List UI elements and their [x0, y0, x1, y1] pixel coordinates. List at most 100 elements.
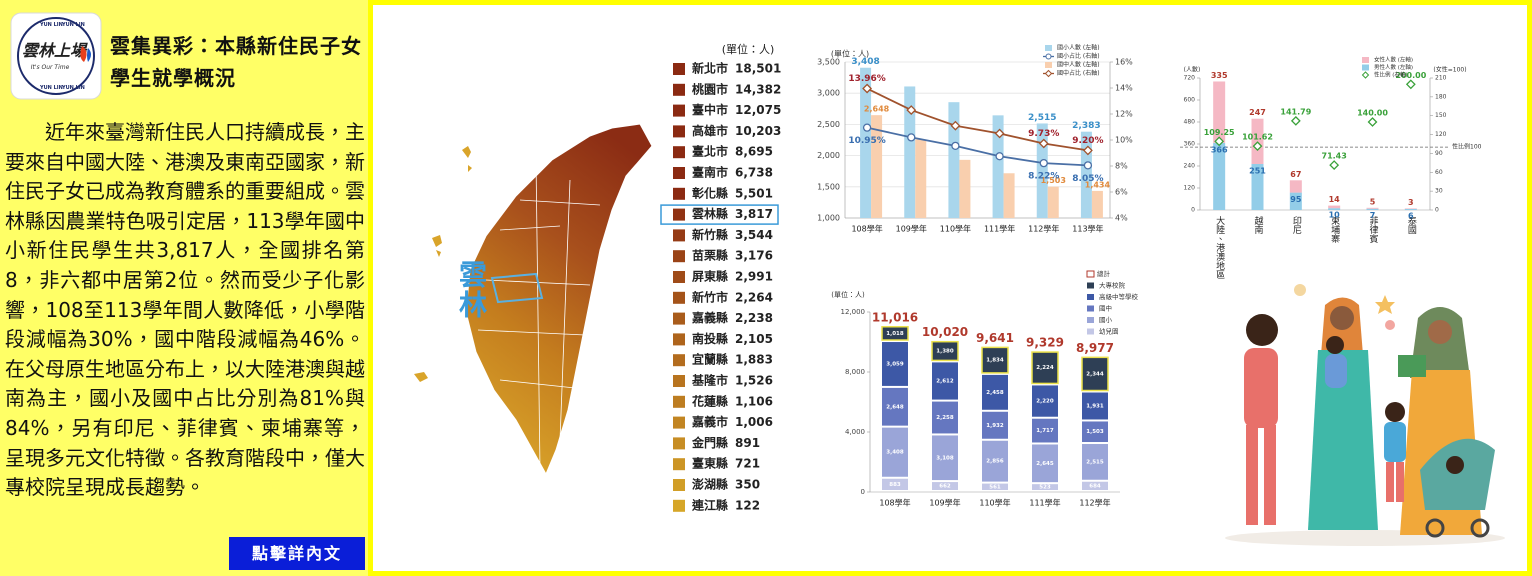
bar-segment [1289, 180, 1302, 193]
county-name: 新竹市 [692, 289, 728, 304]
county-name: 嘉義縣 [691, 310, 728, 325]
value-label: 95 [1290, 195, 1302, 204]
tick-label: 0 [1435, 207, 1439, 214]
legend-swatch [673, 291, 685, 304]
county-value: 5,501 [735, 186, 773, 200]
value-label: 883 [889, 482, 901, 488]
county-name: 臺中市 [692, 102, 728, 117]
bar-segment [1032, 484, 1058, 490]
bar-segment [1213, 81, 1226, 143]
value-label: 1,503 [1041, 176, 1066, 185]
bar-segment [1213, 142, 1226, 210]
tick-label: 4,000 [845, 428, 865, 436]
decor [1375, 295, 1395, 314]
county-value: 2,105 [735, 332, 773, 346]
category-label: 越南 [1253, 215, 1264, 234]
value-label: 67 [1290, 170, 1301, 179]
bar-segment [1082, 444, 1108, 480]
county-value: 3,817 [735, 207, 773, 221]
legend-label: 性比例 (右軸) [1374, 71, 1408, 79]
value-label: 10.95% [848, 136, 886, 146]
stroller-wheel [1425, 518, 1445, 538]
bar-segment [1366, 207, 1379, 209]
yunlin-outline [490, 272, 544, 304]
bar-segment [882, 342, 908, 386]
tick-label: 3,000 [817, 89, 840, 98]
tick-label: 3,500 [817, 58, 840, 67]
value-label: 3 [1408, 198, 1414, 207]
legend-swatch [673, 63, 685, 75]
tick-label: 90 [1435, 150, 1443, 157]
axis-title: (女性=100) [1433, 66, 1466, 74]
figure-head [1246, 314, 1278, 346]
value-label: 1,380 [936, 349, 954, 355]
tick-label: 600 [1184, 97, 1196, 104]
legend-swatch [673, 271, 685, 283]
county-value: 14,382 [735, 82, 781, 96]
logo-ring-text: YUN LIN [61, 85, 85, 91]
county-name: 苗栗縣 [692, 248, 728, 263]
bar-segment [982, 440, 1008, 482]
highlight-box [660, 204, 779, 225]
tick-label: 150 [1435, 112, 1447, 119]
value-label: 2,515 [1086, 459, 1104, 465]
bar-segment [882, 387, 908, 426]
value-label: 5 [1370, 197, 1376, 206]
legend-label: 幼兒園 [1099, 327, 1119, 336]
marker [1038, 138, 1049, 149]
value-label: 1,931 [1086, 403, 1104, 409]
legend-swatch [673, 250, 685, 263]
county-name: 屏東縣 [691, 269, 728, 284]
legend-swatch [673, 187, 685, 200]
marker [1083, 145, 1093, 156]
chart: 0 4,000 8,000 12,000 (單位：人) 108學年 109學年 110學年 11… [831, 269, 1138, 508]
tick-label: 12% [1115, 110, 1133, 119]
bar-segment [932, 401, 958, 434]
legend-label: 國中 [1099, 304, 1112, 313]
legend-swatch [673, 458, 685, 471]
value-label: 1,717 [1036, 428, 1054, 434]
bar-segment [982, 483, 1008, 490]
logo-name: 雲林上場 [22, 41, 88, 60]
category-label: 113學年 [1072, 224, 1103, 234]
total-label: 9,329 [1026, 336, 1064, 350]
bar-segment [882, 478, 908, 490]
baby-body [1325, 354, 1347, 388]
value-label: 10 [1329, 211, 1341, 220]
county-name: 金門縣 [691, 435, 728, 450]
decor [1294, 284, 1306, 296]
figure-leg [1264, 425, 1276, 525]
county-name: 嘉義市 [691, 414, 728, 429]
marker [907, 133, 916, 142]
bar [904, 86, 916, 218]
tick-label: 360 [1184, 141, 1196, 148]
detail-button[interactable]: 點擊詳內文 [229, 537, 365, 570]
baby-head [1326, 336, 1344, 354]
logo-ring-text: YUN LIN [39, 85, 63, 91]
county-name: 花蓮縣 [692, 393, 728, 408]
value-label: 109.25 [1204, 128, 1235, 137]
legend-swatch [673, 375, 685, 387]
legend-swatch [673, 499, 685, 512]
county-value: 2,238 [735, 311, 773, 325]
legend-swatch [1086, 270, 1095, 278]
value-label: 561 [989, 484, 1001, 490]
county-name: 南投縣 [692, 331, 728, 346]
bar-segment [932, 362, 958, 400]
category-label: 108學年 [851, 224, 882, 234]
value-label: 7 [1370, 211, 1376, 220]
legend-swatch [673, 104, 685, 117]
county-name: 高雄市 [692, 123, 728, 138]
bar-segment [932, 482, 958, 490]
chart: 1,000 1,500 2,000 2,500 3,000 3,500 4% 6% 8% 10% 1… [817, 44, 1133, 234]
axis-title: (人數) [1184, 66, 1201, 74]
county-value: 891 [735, 436, 760, 450]
value-label: 2,344 [1086, 371, 1104, 377]
marker [994, 128, 1005, 139]
marker [862, 123, 872, 132]
county-value: 1,106 [735, 394, 773, 408]
county-value: 8,695 [735, 145, 773, 159]
value-label: 662 [939, 484, 951, 490]
value-label: 1,932 [986, 423, 1004, 429]
value-label: 2,224 [1036, 365, 1054, 371]
